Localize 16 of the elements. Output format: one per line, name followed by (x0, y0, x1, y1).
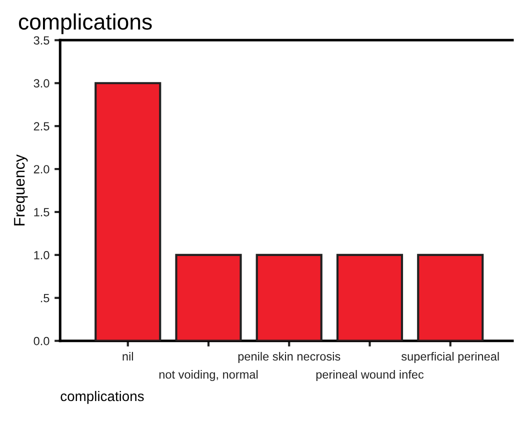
x-tick-label: nil (122, 352, 133, 361)
x-tick-label: perineal wound infec (316, 370, 424, 382)
x-axis-title: complications (60, 390, 144, 404)
y-tick-label: 3.5 (34, 36, 50, 45)
x-tick-label: not voiding, normal (159, 370, 258, 382)
x-tick-label: penile skin necrosis (238, 352, 340, 363)
y-axis-title: Frequency (14, 154, 28, 226)
y-tick-label: 1.0 (34, 250, 50, 260)
x-tick-label: superficial perineal (401, 352, 499, 363)
y-tick-label: 2.0 (34, 165, 50, 174)
y-tick-label: 3.0 (34, 79, 50, 88)
y-tick-label: .5 (40, 294, 50, 302)
chart-title: complications (18, 13, 152, 34)
y-tick-label: 2.5 (34, 122, 50, 130)
y-tick-label: 0.0 (34, 336, 50, 346)
y-tick-label: 1.5 (34, 208, 50, 216)
